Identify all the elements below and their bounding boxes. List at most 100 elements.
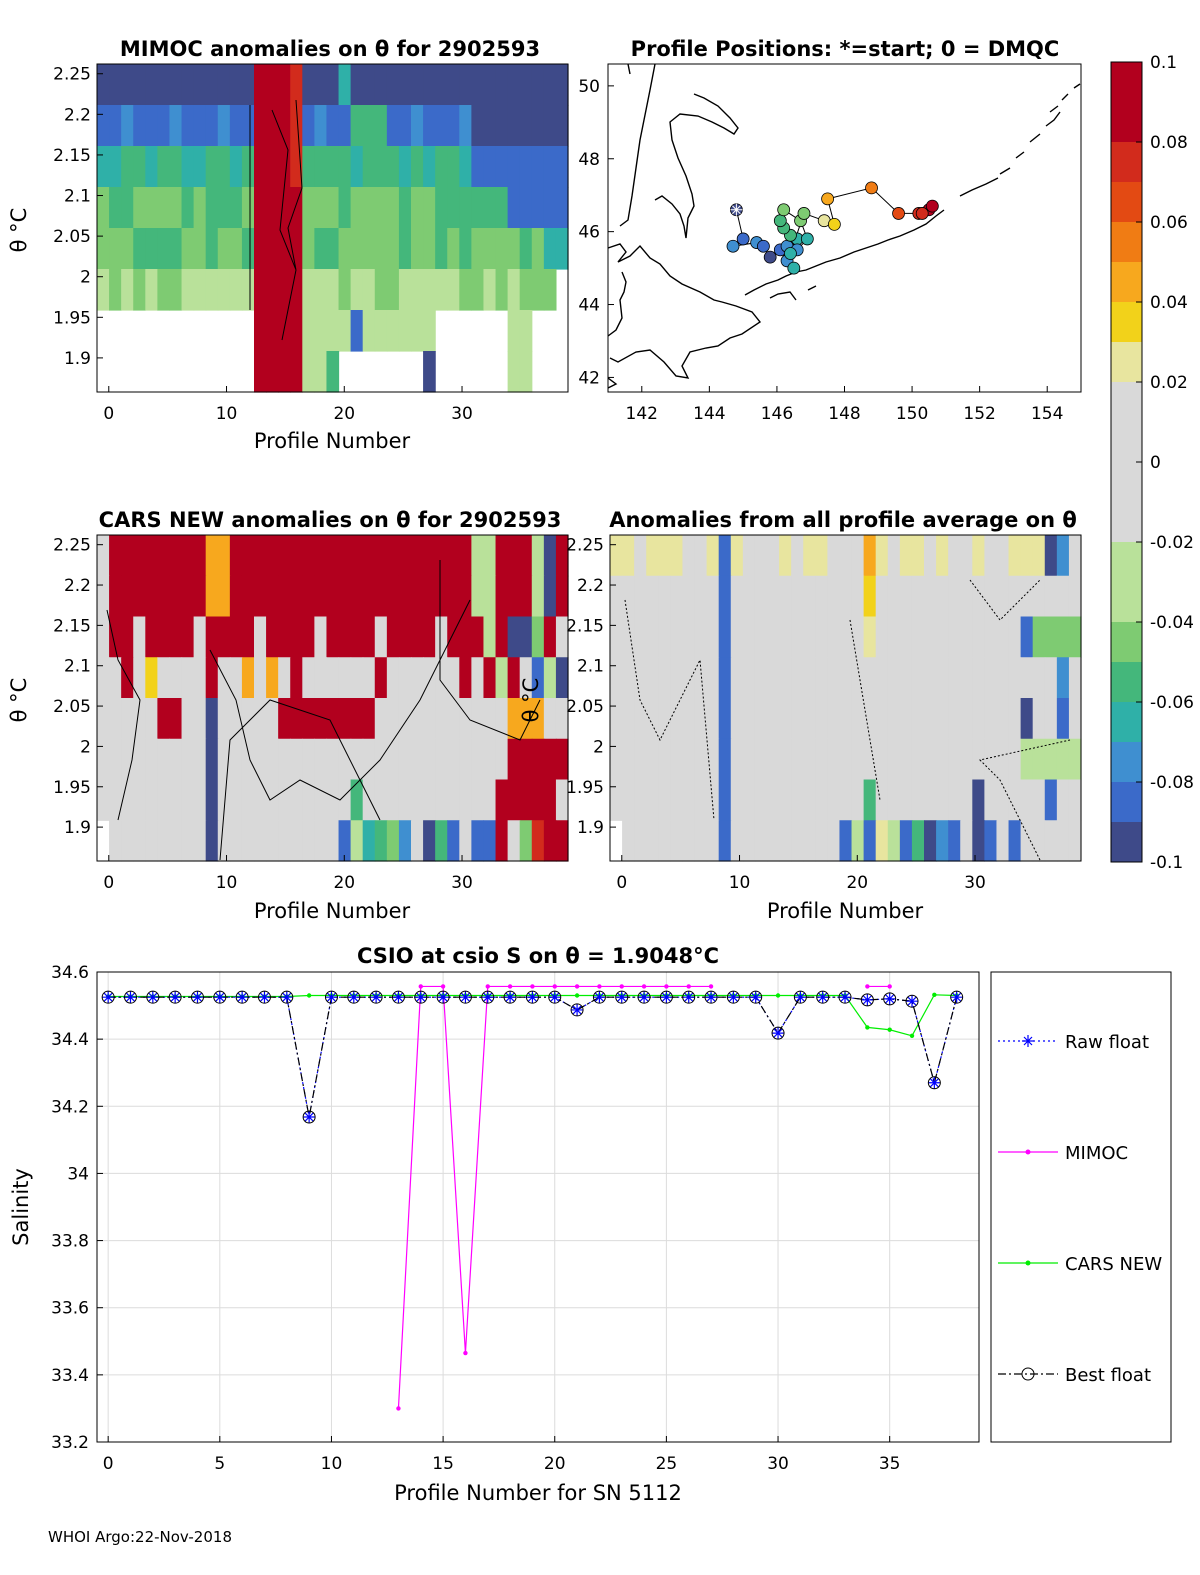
heat-cell (924, 820, 937, 862)
heat-cell (386, 105, 400, 147)
heat-cell (302, 310, 315, 352)
heat-cell (519, 575, 533, 618)
heat-cell (543, 535, 557, 577)
heat-cell (145, 779, 158, 821)
best-float-point (324, 990, 338, 1004)
heat-cell (519, 779, 533, 821)
heat-cell (960, 657, 973, 699)
heat-cell (495, 146, 509, 188)
heat-cell (507, 657, 521, 699)
heat-cell (827, 535, 841, 577)
colorbar-swatch (1111, 542, 1142, 583)
heat-cell (960, 820, 973, 862)
colorbar-label: 0.04 (1150, 293, 1188, 313)
xtick-label: 142 (626, 404, 658, 424)
heat-cell (1020, 535, 1034, 577)
heat-cell (471, 105, 485, 147)
xtick-label: 20 (333, 873, 355, 893)
heat-cell (543, 64, 557, 106)
raw-float-point (124, 991, 137, 1004)
heat-cell (779, 657, 792, 699)
mimoc-title: MIMOC anomalies on θ for 2902593 (120, 37, 540, 61)
best-float-point (391, 990, 405, 1004)
colorbar-label: 0.06 (1150, 213, 1188, 233)
heat-cell (948, 657, 961, 699)
best-float-point (548, 990, 562, 1004)
heat-cell (948, 575, 961, 618)
heat-cell (181, 657, 195, 699)
heat-cell (984, 616, 998, 658)
heat-cell (936, 820, 949, 862)
heat-cell (241, 105, 255, 147)
legend-marker (1025, 1149, 1031, 1155)
heat-cell (145, 228, 158, 270)
heat-cell (899, 616, 913, 658)
heat-cell (658, 535, 671, 577)
heat-cell (278, 820, 291, 862)
raw-float-point (437, 991, 450, 1004)
heat-cell (411, 187, 424, 229)
heat-cell (133, 575, 146, 618)
heat-cell (423, 269, 436, 311)
heat-cell (531, 269, 545, 311)
best-float-point (816, 990, 830, 1004)
heat-cell (851, 738, 865, 781)
heat-cell (326, 146, 340, 188)
raw-float-point (839, 991, 852, 1004)
profile-position-dot (763, 250, 777, 264)
best-float-point (302, 1110, 316, 1124)
colorbar-swatch (1111, 182, 1142, 223)
best-float-point (168, 990, 182, 1004)
heat-cell (205, 820, 219, 862)
heat-cell (1020, 698, 1034, 740)
heat-cell (386, 64, 400, 106)
ytick-label: 33.4 (51, 1366, 89, 1386)
heat-cell (121, 616, 134, 658)
heat-cell (706, 698, 720, 740)
heat-cell (290, 820, 303, 862)
heat-cell (507, 535, 521, 577)
heat-cell (803, 698, 816, 740)
heat-cell (658, 698, 671, 740)
heat-cell (350, 187, 364, 229)
heat-cell (471, 779, 485, 821)
heat-cell (670, 616, 684, 658)
heat-cell (555, 738, 569, 781)
heat-cell (350, 698, 364, 740)
colorbar-swatch (1111, 302, 1142, 343)
mimoc-panel: MIMOC anomalies on θ for 2902593 2.252.2… (7, 37, 569, 453)
heat-cell (362, 228, 376, 270)
heat-cell (290, 575, 303, 618)
heat-cell (767, 698, 780, 740)
best-float-point (704, 990, 718, 1004)
heat-cell (217, 575, 231, 618)
heat-cell (471, 187, 485, 229)
heat-cell (193, 575, 207, 618)
ytick-label: 2.25 (53, 536, 91, 556)
heat-cell (495, 575, 509, 618)
heat-cell (555, 698, 569, 740)
xtick-label: 20 (333, 404, 355, 424)
heat-cell (1008, 820, 1022, 862)
heat-cell (1056, 779, 1070, 821)
heat-cell (338, 616, 352, 658)
heat-cell (109, 269, 122, 311)
heat-cell (217, 187, 231, 229)
heat-cell (398, 64, 412, 106)
heat-cell (97, 269, 110, 311)
heat-cell (839, 616, 853, 658)
heat-cell (181, 269, 195, 311)
ytick-label: 34.6 (51, 963, 89, 983)
heat-cell (229, 738, 243, 781)
heat-cell (718, 738, 732, 781)
heat-cell (133, 616, 146, 658)
heat-cell (374, 779, 388, 821)
heat-cell (302, 575, 315, 618)
heat-cell (254, 657, 267, 699)
heat-cell (1032, 779, 1046, 821)
best-float-point (235, 990, 249, 1004)
heat-cell (314, 657, 328, 699)
heat-cell (936, 575, 949, 618)
heat-cell (1056, 657, 1070, 699)
heat-cell (362, 64, 376, 106)
